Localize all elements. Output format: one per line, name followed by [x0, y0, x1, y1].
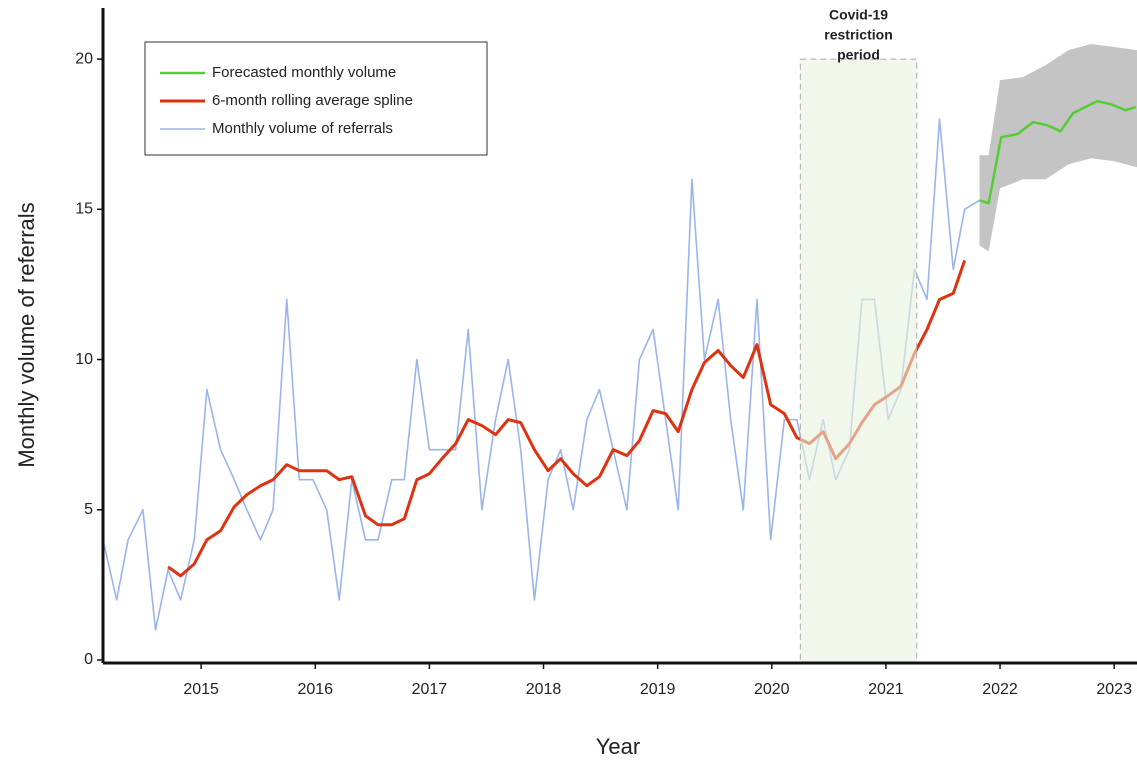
x-tick-label: 2021: [868, 681, 904, 698]
y-tick-label: 10: [75, 351, 93, 368]
legend-box: [144, 41, 488, 156]
covid-label: period: [837, 47, 880, 63]
x-tick-label: 2022: [982, 681, 1018, 698]
legend-label: 6-month rolling average spline: [212, 92, 413, 109]
y-tick-label: 15: [75, 201, 93, 218]
y-tick-label: 0: [84, 651, 93, 668]
series-line: [979, 99, 1137, 205]
covid-label: Covid-19: [829, 7, 888, 23]
x-tick-label: 2020: [754, 681, 790, 698]
y-tick-label: 20: [75, 50, 93, 67]
forecast-band: [979, 44, 1137, 252]
covid-label: restriction: [824, 27, 892, 43]
y-axis-label: Monthly volume of referrals: [14, 202, 39, 467]
x-tick-label: 2023: [1096, 681, 1132, 698]
legend-label: Forecasted monthly volume: [212, 64, 396, 81]
x-tick-label: 2019: [640, 681, 676, 698]
x-axis-label: Year: [596, 734, 640, 759]
x-tick-label: 2017: [412, 681, 448, 698]
x-tick-label: 2015: [183, 681, 219, 698]
covid-period: [799, 58, 918, 664]
y-tick-label: 5: [84, 501, 93, 518]
x-tick-label: 2018: [526, 681, 562, 698]
x-tick-label: 2016: [297, 681, 333, 698]
legend-label: Monthly volume of referrals: [212, 120, 393, 137]
